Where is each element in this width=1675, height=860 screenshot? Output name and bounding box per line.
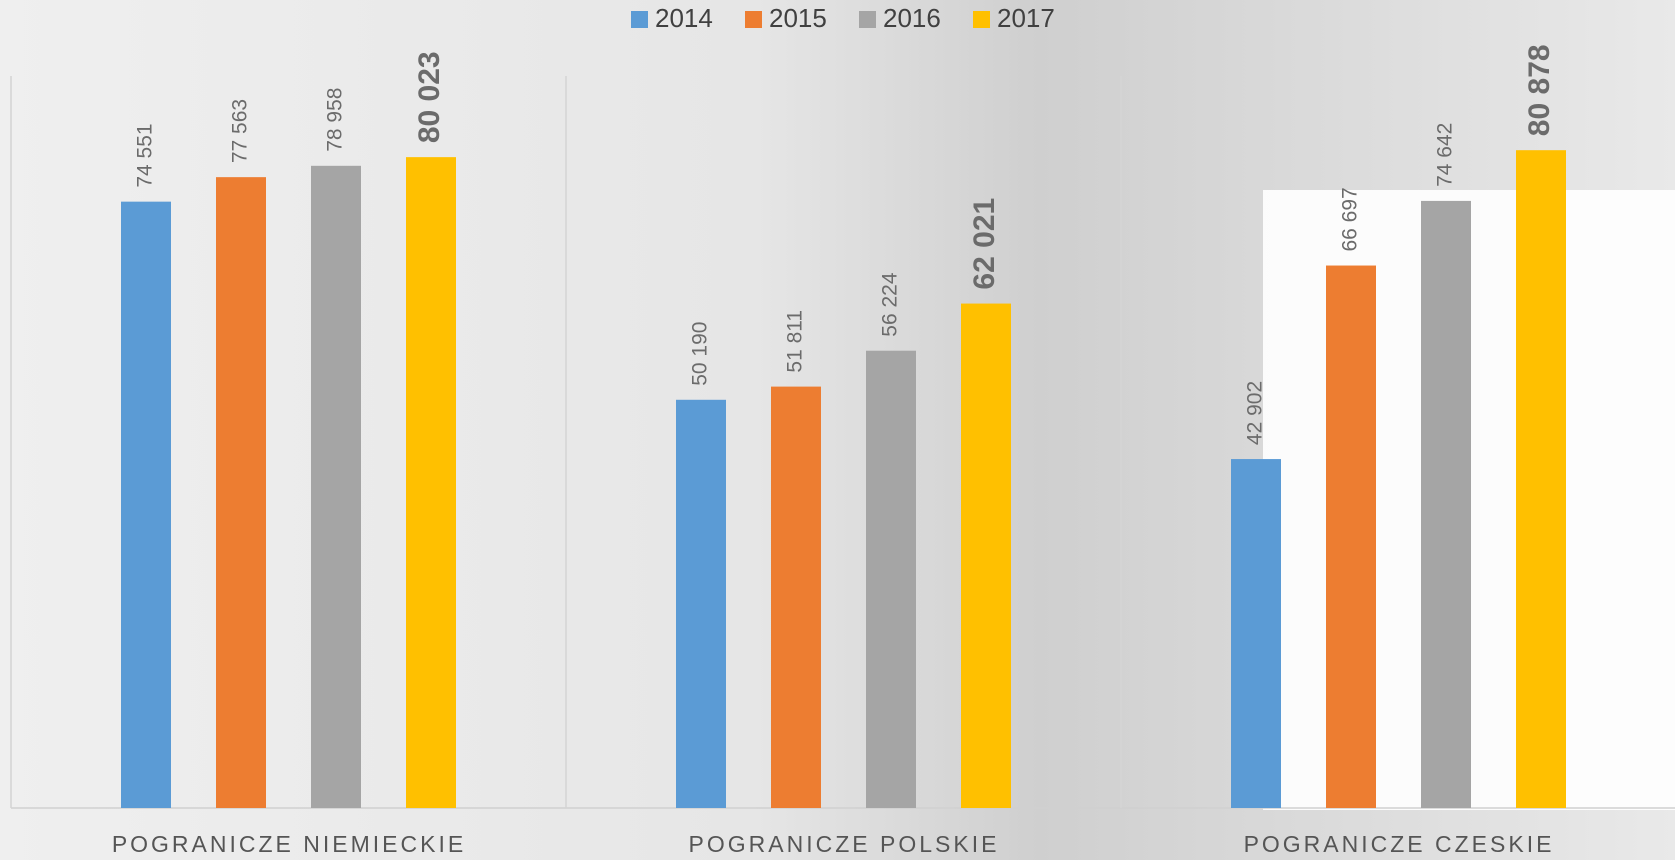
legend-swatch[interactable] [745, 11, 762, 28]
value-label: 66 697 [1339, 187, 1362, 251]
bar [216, 177, 266, 808]
value-label: 62 021 [968, 198, 1001, 290]
value-label: 50 190 [689, 322, 712, 386]
value-label: 74 551 [134, 123, 157, 187]
legend-label[interactable]: 2015 [769, 3, 827, 33]
bar [866, 351, 916, 808]
value-label: 51 811 [784, 310, 807, 373]
value-label: 80 023 [413, 51, 446, 143]
bar [1231, 459, 1281, 808]
x-tick-label: POGRANICZE POLSKIE [689, 831, 1000, 857]
legend-swatch[interactable] [631, 11, 648, 28]
value-label: 56 224 [879, 272, 902, 337]
legend-label[interactable]: 2017 [997, 3, 1055, 33]
bar [961, 304, 1011, 808]
value-label: 78 958 [324, 88, 347, 152]
chart: POGRANICZE NIEMIECKIE POGRANICZE POLSKIE P… [0, 0, 1675, 860]
x-tick-label: POGRANICZE NIEMIECKIE [112, 831, 466, 857]
bar [771, 387, 821, 808]
legend-label[interactable]: 2016 [883, 3, 941, 33]
value-label: 77 563 [229, 99, 252, 163]
bar [406, 157, 456, 808]
legend-label[interactable]: 2014 [655, 3, 713, 33]
legend-swatch[interactable] [859, 11, 876, 28]
value-label: 74 642 [1434, 123, 1457, 187]
bar [311, 166, 361, 808]
legend-swatch[interactable] [973, 11, 990, 28]
bar [1326, 266, 1376, 808]
bar [1421, 201, 1471, 808]
bar [1516, 150, 1566, 808]
value-label: 80 878 [1523, 44, 1556, 136]
bar [676, 400, 726, 808]
value-label: 42 902 [1244, 381, 1267, 445]
bar [121, 202, 171, 808]
x-tick-label: POGRANICZE CZESKIE [1244, 831, 1555, 857]
